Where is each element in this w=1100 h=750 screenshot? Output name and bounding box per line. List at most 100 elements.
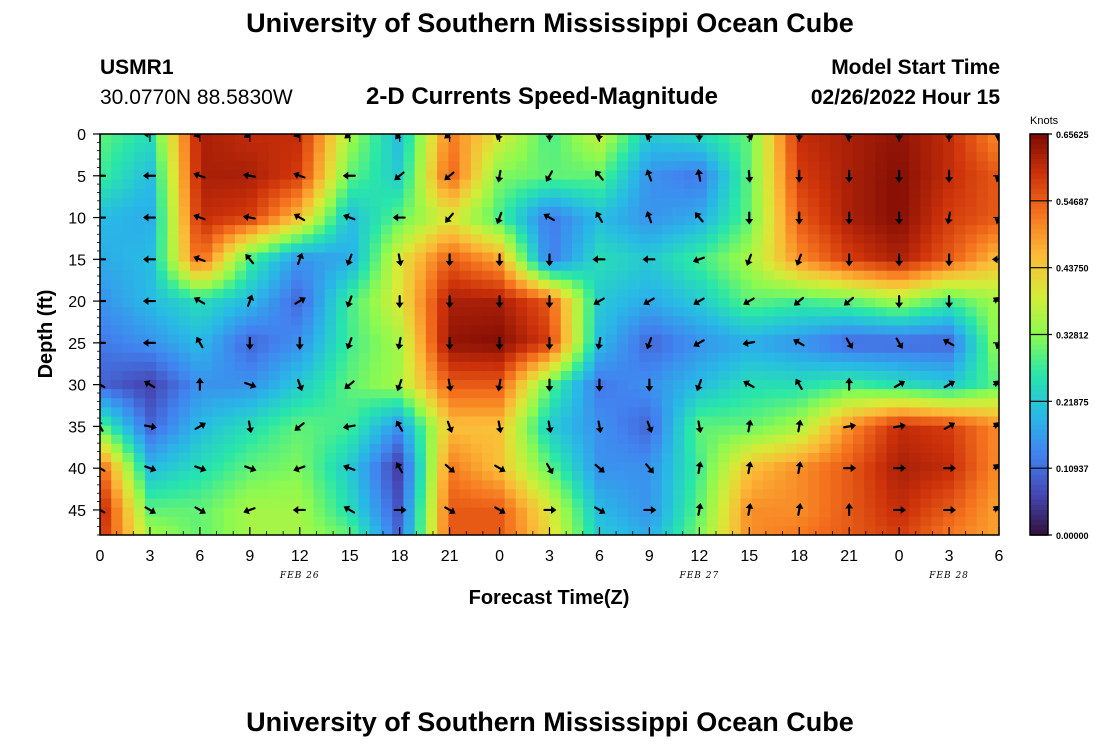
heat-cell — [549, 316, 562, 326]
heat-cell — [167, 170, 180, 181]
current-arrow — [543, 505, 557, 514]
heat-cell — [909, 316, 921, 326]
heat-cell — [246, 298, 258, 308]
heat-cell — [515, 480, 528, 491]
heat-cell — [549, 380, 562, 390]
heat-cell — [639, 197, 652, 208]
heat-cell — [560, 407, 573, 418]
heat-cell — [785, 334, 798, 345]
heat-cell — [695, 352, 708, 363]
heat-cell — [223, 507, 236, 518]
heat-cell — [527, 225, 539, 235]
heat-cell — [740, 343, 753, 354]
heat-cell — [965, 298, 978, 308]
heat-cell — [673, 179, 685, 190]
heat-cell — [718, 243, 730, 254]
heat-cell — [470, 161, 483, 172]
heat-cell — [358, 352, 371, 363]
heat-cell — [313, 498, 326, 509]
heat-cell — [201, 234, 213, 244]
heat-cell — [628, 161, 640, 172]
heat-cell — [122, 179, 135, 190]
heat-cell — [504, 307, 517, 317]
heat-cell — [470, 380, 483, 390]
heat-cell — [796, 407, 809, 418]
heat-cell — [976, 370, 989, 381]
heat-cell — [156, 489, 169, 500]
heat-cell — [189, 206, 202, 217]
heat-cell — [920, 188, 933, 199]
heat-cell — [223, 425, 236, 436]
heat-cell — [392, 261, 405, 272]
heat-cell — [684, 425, 697, 436]
colorbar-segment — [1030, 259, 1048, 265]
y-tick-label: 0 — [77, 127, 86, 144]
heat-cell — [144, 434, 157, 445]
heat-cell — [403, 425, 416, 436]
heat-cell — [437, 434, 449, 445]
heat-cell — [504, 170, 517, 181]
heat-cell — [302, 370, 315, 381]
heat-cell — [324, 270, 337, 281]
heat-cell — [819, 352, 832, 363]
heat-cell — [841, 170, 854, 181]
heat-cell — [830, 134, 843, 144]
heat-cell — [448, 161, 461, 172]
heat-cell — [639, 343, 652, 354]
heat-cell — [605, 325, 618, 336]
heat-cell — [201, 307, 213, 317]
heat-cell — [942, 370, 955, 381]
heat-cell — [100, 389, 112, 399]
heat-cell — [807, 507, 820, 518]
heat-cell — [729, 334, 742, 345]
heat-cell — [864, 143, 876, 153]
heat-cell — [695, 471, 708, 481]
heat-cell — [852, 416, 865, 427]
heat-cell — [920, 370, 933, 381]
heat-cell — [549, 307, 562, 317]
heat-cell — [661, 498, 674, 509]
heat-cell — [335, 197, 348, 208]
heat-cell — [650, 170, 663, 181]
heat-cell — [830, 343, 843, 354]
heat-cell — [807, 298, 820, 308]
heat-cell — [178, 471, 191, 481]
heat-cell — [459, 307, 472, 317]
heat-cell — [673, 434, 685, 445]
heat-cell — [538, 170, 551, 181]
heat-cell — [549, 434, 562, 445]
heat-cell — [403, 216, 416, 226]
heat-cell — [785, 252, 798, 263]
current-arrow — [645, 169, 653, 182]
heat-cell — [302, 261, 315, 272]
heat-cell — [695, 370, 708, 381]
heat-cell — [201, 452, 213, 463]
heat-cell — [257, 161, 270, 172]
heat-cell — [291, 288, 303, 299]
heat-cell — [223, 270, 236, 281]
heat-cell — [605, 179, 618, 190]
heat-cell — [437, 161, 449, 172]
heat-cell — [403, 416, 416, 427]
y-tick-label: 15 — [68, 252, 86, 269]
heat-cell — [819, 480, 832, 491]
heat-cell — [448, 425, 461, 436]
heat-cell — [100, 434, 112, 445]
heat-cell — [695, 243, 708, 254]
heat-cell — [718, 425, 730, 436]
heat-cell — [751, 525, 764, 535]
heat-cell — [212, 288, 225, 299]
heat-cell — [459, 188, 472, 199]
heat-cell — [976, 261, 989, 272]
current-arrow — [242, 213, 256, 222]
heat-cell — [864, 225, 876, 235]
current-arrow — [142, 213, 157, 222]
heat-cell — [212, 398, 225, 409]
heat-cell — [751, 197, 764, 208]
heat-cell — [100, 452, 112, 463]
heat-cell — [302, 389, 315, 399]
heat-cell — [571, 380, 584, 390]
heat-cell — [504, 152, 517, 162]
heat-cell — [313, 179, 326, 190]
heat-cell — [807, 525, 820, 535]
